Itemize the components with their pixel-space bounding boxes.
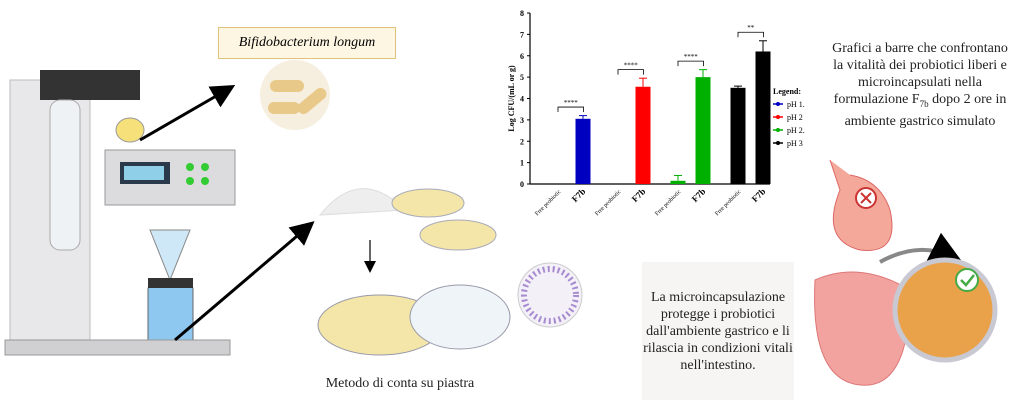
petri-dish xyxy=(419,219,497,251)
y-tick-label: 3 xyxy=(520,116,524,125)
bar xyxy=(575,118,591,184)
bar xyxy=(635,86,651,184)
plate-count-illustration xyxy=(317,188,583,356)
significance-label: ** xyxy=(747,24,755,32)
legend-label: pH 3 xyxy=(787,139,803,148)
caption-text-after: dopo 2 ore in ambiente gastrico simulato xyxy=(844,92,1007,129)
y-tick-label: 1 xyxy=(520,159,524,168)
x-tick-label: F7b xyxy=(630,186,648,204)
intestine-illustration xyxy=(814,271,911,386)
bar xyxy=(730,87,746,184)
x-tick-label: F7b xyxy=(750,186,768,204)
y-tick-label: 7 xyxy=(520,30,524,39)
y-tick-label: 4 xyxy=(520,95,524,104)
y-axis-label: Log CFU/(mL or g) xyxy=(507,65,516,132)
bacterium-label: Bifidobacterium longum xyxy=(218,27,396,59)
legend-marker xyxy=(776,115,780,119)
y-tick-label: 6 xyxy=(520,52,524,61)
digestive-illustration xyxy=(814,160,998,386)
legend-title: Legend: xyxy=(773,87,801,96)
method-caption: Metodo di conta su piastra xyxy=(325,376,475,391)
chart-caption: Grafici a barre che confrontano la vital… xyxy=(830,40,1010,130)
bar-chart: 0 1 2 3 4 5 6 7 8 Log CFU/(mL or g) Free probiotic… xyxy=(507,9,805,217)
legend-marker xyxy=(776,128,780,132)
legend-label: pH 1.2 xyxy=(787,100,805,109)
significance-bracket xyxy=(677,60,704,67)
conclusion-text: La microincapsulazione protegge i probio… xyxy=(643,289,793,373)
x-tick-label: Free probiotic xyxy=(654,189,682,217)
spray-dryer-illustration xyxy=(4,70,236,356)
x-tick-label: F7b xyxy=(570,186,588,204)
x-tick-label: Free probiotic xyxy=(534,189,562,217)
x-tick-label: F7b xyxy=(690,186,708,204)
x-tick-label: Free probiotic xyxy=(714,189,742,217)
y-tick-label: 0 xyxy=(520,180,524,189)
caption-subscript: 7b xyxy=(919,98,929,109)
microscope-view xyxy=(517,262,583,328)
legend-marker xyxy=(776,141,780,145)
legend-marker xyxy=(776,102,780,106)
significance-label: **** xyxy=(684,53,699,61)
check-icon xyxy=(955,268,979,292)
bacteria-illustration xyxy=(260,60,330,130)
caption-text: Grafici a barre che confrontano la vital… xyxy=(832,41,1008,107)
significance-bracket xyxy=(617,69,644,75)
legend-label: pH 2.5 xyxy=(787,126,805,135)
petri-dish xyxy=(409,284,511,350)
legend-label: pH 2 xyxy=(787,113,803,122)
significance-bracket xyxy=(737,31,764,38)
y-tick-label: 2 xyxy=(520,137,524,146)
x-tick-label: Free probiotic xyxy=(594,189,622,217)
petri-dish xyxy=(391,188,465,218)
significance-label: **** xyxy=(624,62,639,70)
y-tick-label: 5 xyxy=(520,73,524,82)
bar xyxy=(670,180,686,184)
conclusion-box: La microincapsulazione protegge i probio… xyxy=(642,262,794,400)
bar xyxy=(755,51,771,184)
bar xyxy=(695,77,711,184)
significance-bracket xyxy=(557,106,584,113)
significance-label: **** xyxy=(564,99,579,107)
y-tick-label: 8 xyxy=(520,9,524,18)
